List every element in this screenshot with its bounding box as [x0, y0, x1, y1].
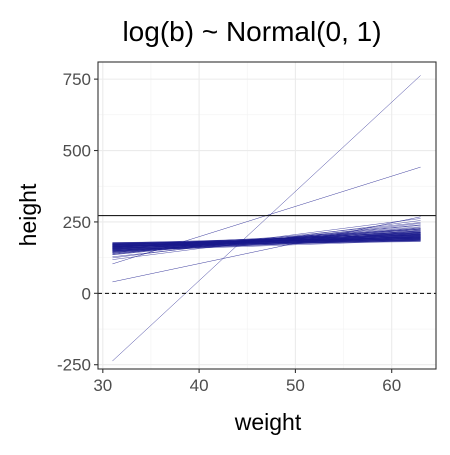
prior-line — [112, 218, 421, 259]
y-tick-label: 0 — [82, 284, 91, 303]
prior-line — [112, 230, 421, 248]
x-tick-label: 30 — [93, 376, 112, 395]
panel-border — [97, 61, 437, 370]
prior-line-outlier — [112, 75, 421, 362]
x-axis-title: weight — [234, 409, 302, 435]
reference-lines — [98, 215, 436, 294]
y-tick-label: -250 — [57, 356, 91, 375]
x-axis: 30 40 50 60 — [93, 369, 401, 395]
prior-line — [112, 235, 421, 244]
x-tick-label: 40 — [190, 376, 209, 395]
prior-line — [112, 239, 421, 249]
prior-line — [112, 237, 421, 246]
x-tick-label: 50 — [286, 376, 305, 395]
chart-title: log(b) ~ Normal(0, 1) — [122, 16, 381, 47]
y-axis-title: height — [15, 183, 41, 246]
prior-line — [112, 236, 421, 246]
prior-line — [112, 232, 421, 250]
y-tick-label: 250 — [63, 213, 91, 232]
prior-line-outlier — [112, 216, 421, 283]
prior-lines — [112, 75, 421, 362]
prior-line — [112, 228, 421, 248]
y-tick-label: 750 — [63, 70, 91, 89]
y-tick-label: 500 — [63, 142, 91, 161]
y-axis: -250 0 250 500 750 — [57, 70, 98, 375]
x-tick-label: 60 — [382, 376, 401, 395]
